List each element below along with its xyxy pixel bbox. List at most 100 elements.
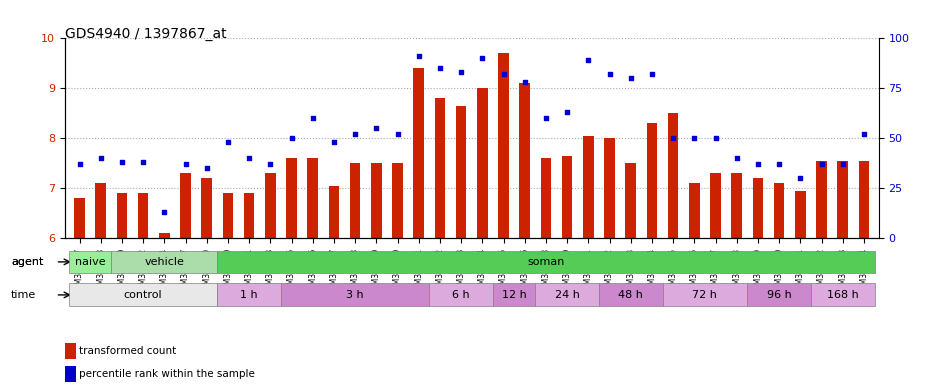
Point — [390, 131, 405, 137]
Text: 3 h: 3 h — [346, 290, 364, 300]
Text: GDS4940 / 1397867_at: GDS4940 / 1397867_at — [65, 27, 227, 41]
Bar — [858, 161, 870, 384]
Point — [263, 161, 278, 167]
Bar — [477, 88, 487, 384]
Point — [433, 65, 448, 71]
Bar — [816, 161, 827, 384]
Bar — [837, 161, 848, 384]
Bar — [392, 163, 403, 384]
FancyBboxPatch shape — [281, 283, 429, 306]
Point — [496, 71, 511, 78]
FancyBboxPatch shape — [493, 283, 536, 306]
FancyBboxPatch shape — [811, 283, 874, 306]
Text: 6 h: 6 h — [452, 290, 470, 300]
Bar — [774, 183, 784, 384]
Text: time: time — [11, 290, 36, 300]
Bar — [583, 136, 594, 384]
Bar — [689, 183, 699, 384]
Point — [454, 69, 469, 75]
Bar — [95, 183, 106, 384]
Point — [348, 131, 363, 137]
FancyBboxPatch shape — [747, 283, 811, 306]
Point — [835, 161, 850, 167]
Point — [412, 53, 426, 60]
Point — [284, 135, 299, 141]
Bar — [520, 83, 530, 384]
Bar — [180, 173, 191, 384]
Bar — [456, 106, 466, 384]
Point — [857, 131, 871, 137]
Point — [814, 161, 829, 167]
Point — [72, 161, 87, 167]
Point — [136, 159, 151, 165]
Text: naive: naive — [75, 257, 105, 267]
Bar — [265, 173, 276, 384]
FancyBboxPatch shape — [598, 283, 662, 306]
Bar — [753, 178, 763, 384]
Text: 24 h: 24 h — [555, 290, 580, 300]
Point — [645, 71, 660, 78]
Point — [475, 55, 489, 61]
Bar — [413, 68, 424, 384]
Point — [369, 125, 384, 131]
Bar — [435, 98, 445, 384]
Point — [560, 109, 574, 115]
Bar — [732, 173, 742, 384]
Bar — [540, 158, 551, 384]
Text: percentile rank within the sample: percentile rank within the sample — [79, 369, 254, 379]
Text: vehicle: vehicle — [144, 257, 184, 267]
Text: 72 h: 72 h — [693, 290, 718, 300]
Bar — [561, 156, 573, 384]
Point — [687, 135, 702, 141]
Bar — [307, 158, 318, 384]
FancyBboxPatch shape — [69, 283, 217, 306]
Bar — [604, 138, 615, 384]
Bar — [74, 198, 85, 384]
Text: 1 h: 1 h — [240, 290, 258, 300]
Bar — [795, 190, 806, 384]
Bar — [647, 123, 658, 384]
Bar — [371, 163, 382, 384]
Point — [305, 115, 320, 121]
Bar — [202, 178, 212, 384]
FancyBboxPatch shape — [217, 251, 874, 273]
Text: 96 h: 96 h — [767, 290, 792, 300]
Point — [115, 159, 130, 165]
Point — [179, 161, 193, 167]
Bar — [625, 163, 636, 384]
FancyBboxPatch shape — [69, 251, 111, 273]
FancyBboxPatch shape — [111, 251, 217, 273]
Bar — [65, 343, 76, 359]
FancyBboxPatch shape — [536, 283, 598, 306]
Point — [771, 161, 786, 167]
Bar — [65, 366, 76, 382]
Point — [157, 209, 172, 215]
Bar — [350, 163, 361, 384]
Text: 12 h: 12 h — [501, 290, 526, 300]
Text: 168 h: 168 h — [827, 290, 858, 300]
Point — [750, 161, 765, 167]
Bar — [223, 193, 233, 384]
Bar — [286, 158, 297, 384]
Point — [241, 155, 256, 161]
Point — [581, 57, 596, 63]
Bar — [710, 173, 721, 384]
Point — [200, 165, 215, 171]
Text: agent: agent — [11, 257, 43, 267]
Bar — [328, 186, 339, 384]
Text: transformed count: transformed count — [79, 346, 176, 356]
Point — [327, 139, 341, 145]
Point — [709, 135, 723, 141]
Point — [602, 71, 617, 78]
Point — [793, 175, 808, 181]
Bar — [499, 53, 509, 384]
Text: soman: soman — [527, 257, 564, 267]
Point — [538, 115, 553, 121]
Point — [220, 139, 235, 145]
FancyBboxPatch shape — [429, 283, 493, 306]
Point — [93, 155, 108, 161]
FancyBboxPatch shape — [662, 283, 747, 306]
Text: agent: agent — [11, 257, 43, 267]
Bar — [668, 113, 678, 384]
Bar — [244, 193, 254, 384]
